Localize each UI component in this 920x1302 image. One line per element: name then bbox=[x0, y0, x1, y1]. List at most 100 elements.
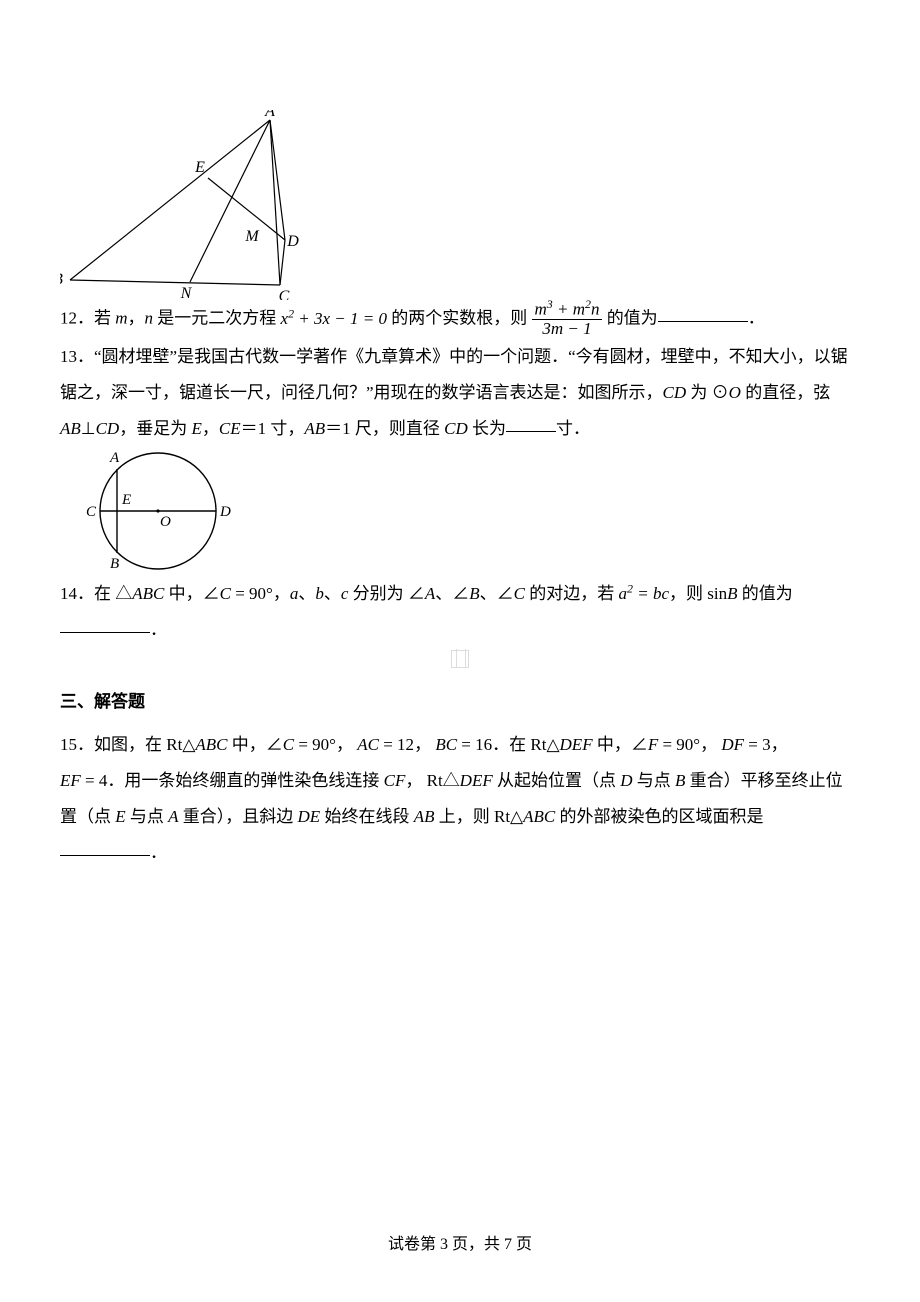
q15-bc: BC bbox=[435, 735, 457, 754]
q12-sep1: ， bbox=[128, 309, 145, 328]
q13-e: E bbox=[191, 419, 201, 438]
q15-ang1: ∠ bbox=[266, 735, 283, 754]
question-14: 14．在 △ABC 中，∠C = 90°，a、b、c 分别为 ∠A、∠B、∠C … bbox=[60, 576, 860, 647]
page: ABCDEMN 12．若 m，n 是一元二次方程 x2 + 3x − 1 = 0… bbox=[0, 0, 920, 1302]
q12-fraction: m3 + m2n3m − 1 bbox=[532, 298, 603, 337]
svg-text:M: M bbox=[244, 228, 260, 245]
q13-ab2: AB bbox=[304, 419, 325, 438]
q13-cd: CD bbox=[663, 383, 687, 402]
q15-abc1: ABC bbox=[195, 735, 227, 754]
q13-l1a: “圆材埋壁”是我国古代数一学著作《九章算术》中的一个问题．“今有圆材，埋壁中，不… bbox=[94, 347, 848, 366]
q15-d: D bbox=[620, 771, 632, 790]
q15-sep2: ， bbox=[414, 735, 431, 754]
q15-ef: EF bbox=[60, 771, 81, 790]
q15-f: F bbox=[648, 735, 658, 754]
svg-text:E: E bbox=[121, 492, 131, 508]
q13-circ: ⊙ bbox=[712, 383, 729, 402]
q12-n: n bbox=[145, 309, 154, 328]
q15-c1: C bbox=[283, 735, 294, 754]
q14-period: ． bbox=[150, 620, 167, 639]
q15-l1c: ．在 Rt bbox=[492, 735, 546, 754]
q14-blank bbox=[60, 615, 150, 633]
q12-mid2: 的两个实数根，则 bbox=[387, 309, 532, 328]
q15-a: A bbox=[168, 807, 178, 826]
q15-abc2: ABC bbox=[523, 807, 555, 826]
q12-frac-num: m3 + m2n bbox=[532, 298, 603, 319]
q15-df: DF bbox=[721, 735, 744, 754]
q15-tri3: △ bbox=[443, 771, 460, 790]
q13-perp: ⊥ bbox=[81, 419, 96, 438]
q15-sep1: ， bbox=[336, 735, 353, 754]
svg-text:D: D bbox=[286, 233, 299, 250]
q15-number: 15． bbox=[60, 735, 94, 754]
q14-B: B bbox=[469, 584, 479, 603]
q15-l2b: ， Rt bbox=[405, 771, 442, 790]
q15-l3d: 始终在线段 bbox=[320, 807, 414, 826]
triangle-svg: ABCDEMN bbox=[60, 110, 300, 300]
page-footer: 试卷第 3 页，共 7 页 bbox=[0, 1228, 920, 1262]
q15-l3a: 置（点 bbox=[60, 807, 115, 826]
q14-t5: 分别为 bbox=[348, 584, 408, 603]
q15-cf: CF bbox=[384, 771, 406, 790]
q13-eq1: ＝1 寸， bbox=[241, 419, 305, 438]
svg-text:D: D bbox=[219, 504, 231, 520]
svg-text:N: N bbox=[180, 285, 193, 300]
q15-period: ． bbox=[150, 843, 167, 862]
q15-b: B bbox=[675, 771, 685, 790]
q15-e: E bbox=[115, 807, 125, 826]
q15-eq12: = 12 bbox=[379, 735, 414, 754]
q15-eq3: = 3 bbox=[744, 735, 771, 754]
q14-t4b: 、 bbox=[324, 584, 341, 603]
question-15: 15．如图，在 Rt△ABC 中，∠C = 90°， AC = 12， BC =… bbox=[60, 727, 860, 870]
q12-mid3: 的值为 bbox=[602, 309, 657, 328]
q14-t1: 在 bbox=[94, 584, 115, 603]
figure-circle: ABCDEO bbox=[60, 446, 860, 576]
q15-l2a: ．用一条始终绷直的弹性染色线连接 bbox=[107, 771, 383, 790]
q13-eq2: ＝1 尺，则直径 bbox=[325, 419, 444, 438]
q12-frac-den: 3m − 1 bbox=[532, 319, 603, 338]
q15-l2c: 从起始位置（点 bbox=[493, 771, 621, 790]
q12-number: 12． bbox=[60, 309, 94, 328]
section-3-title: 三、解答题 bbox=[60, 684, 860, 720]
question-13: 13．“圆材埋壁”是我国古代数一学著作《九章算术》中的一个问题．“今有圆材，埋壁… bbox=[60, 339, 860, 446]
svg-text:A: A bbox=[109, 450, 120, 466]
q14-t3a: ， bbox=[273, 584, 290, 603]
q15-eq90b: = 90° bbox=[658, 735, 700, 754]
q14-eqbc: a2 = bc bbox=[619, 584, 669, 603]
q13-l2c: 的直径，弦 bbox=[741, 383, 830, 402]
q14-c: C bbox=[220, 584, 231, 603]
q15-blank bbox=[60, 838, 150, 856]
q15-l3e: 上，则 Rt bbox=[434, 807, 510, 826]
q12-pre: 若 bbox=[94, 309, 115, 328]
q15-tri2: △ bbox=[546, 735, 559, 754]
q15-ab: AB bbox=[414, 807, 435, 826]
q15-l1b: 中， bbox=[228, 735, 266, 754]
q15-ac: AC bbox=[357, 735, 379, 754]
q14-ang4: ∠ bbox=[497, 584, 514, 603]
q15-eq90a: = 90° bbox=[294, 735, 336, 754]
q15-l3b: 与点 bbox=[126, 807, 169, 826]
q13-l2a: 锯之，深一寸，锯道长一尺，问径几何？”用现在的数学语言表达是：如图所示， bbox=[60, 383, 663, 402]
content: ABCDEMN 12．若 m，n 是一元二次方程 x2 + 3x − 1 = 0… bbox=[60, 110, 860, 870]
q15-ang2: ∠ bbox=[631, 735, 648, 754]
q15-l1a: 如图，在 Rt bbox=[94, 735, 182, 754]
q13-cd3: CD bbox=[444, 419, 468, 438]
q13-o: O bbox=[729, 383, 741, 402]
q15-l2e: 重合）平移至终止位 bbox=[685, 771, 842, 790]
q15-tri4: △ bbox=[510, 807, 523, 826]
q13-blank bbox=[506, 414, 556, 432]
q13-ce: CE bbox=[219, 419, 241, 438]
svg-text:E: E bbox=[194, 159, 205, 176]
q14-b: b bbox=[315, 584, 324, 603]
q12-m: m bbox=[115, 309, 127, 328]
q12-eq: x2 + 3x − 1 = 0 bbox=[281, 309, 387, 328]
q15-sep3: ， bbox=[700, 735, 717, 754]
q14-C: C bbox=[514, 584, 525, 603]
q13-l2b: 为 bbox=[686, 383, 712, 402]
q14-tri: △ bbox=[115, 584, 132, 603]
q15-l3f: 的外部被染色的区域面积是 bbox=[555, 807, 763, 826]
q15-eq16: = 16 bbox=[457, 735, 492, 754]
q15-l3c: 重合），且斜边 bbox=[179, 807, 298, 826]
q14-number: 14． bbox=[60, 584, 94, 603]
svg-text:A: A bbox=[264, 110, 275, 120]
